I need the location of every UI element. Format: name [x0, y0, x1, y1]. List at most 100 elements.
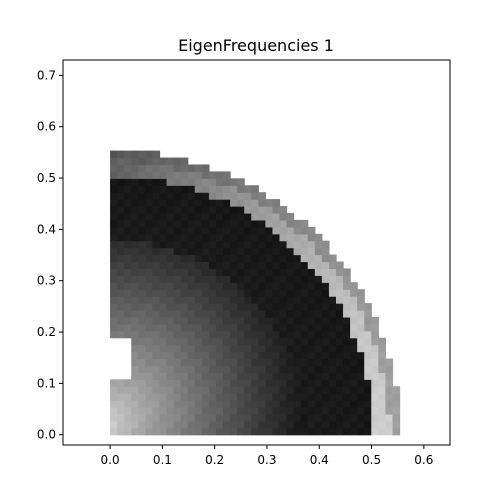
heatmap-cell — [201, 407, 210, 415]
y-axis: 0.0 0.1 0.2 0.3 0.4 0.5 0.6 0.7 — [37, 68, 63, 442]
heatmap-cell — [138, 427, 146, 436]
heatmap-cell — [131, 358, 139, 367]
heatmap-cell — [131, 226, 139, 235]
heatmap-cell — [251, 344, 259, 353]
heatmap-cell — [124, 247, 132, 256]
heatmap-cell — [117, 240, 125, 249]
heatmap-cell — [215, 275, 224, 283]
heatmap-cell — [392, 420, 401, 429]
heatmap-cell — [244, 233, 252, 242]
heatmap-cell — [335, 337, 344, 346]
heatmap-cell — [124, 323, 132, 332]
heatmap-cell — [258, 372, 266, 380]
heatmap-cell — [173, 296, 182, 304]
heatmap-cell — [343, 268, 351, 276]
heatmap-cell — [328, 282, 337, 290]
heatmap-cell — [152, 309, 161, 318]
heatmap-cell — [173, 386, 182, 394]
heatmap-cell — [124, 254, 132, 263]
x-tick-label: 0.2 — [205, 453, 224, 467]
heatmap-cell — [124, 407, 132, 415]
heatmap-cell — [335, 372, 344, 380]
heatmap-cell — [300, 365, 309, 373]
heatmap-cell — [223, 212, 231, 221]
heatmap-cell — [124, 393, 132, 401]
heatmap-cell — [223, 226, 231, 235]
heatmap-cell — [321, 275, 330, 283]
heatmap-cell — [237, 192, 245, 200]
heatmap-cell — [187, 316, 196, 325]
heatmap-cell — [145, 400, 154, 408]
x-tick-label: 0.1 — [153, 453, 172, 467]
heatmap-cell — [159, 268, 168, 276]
heatmap-cell — [180, 247, 189, 256]
heatmap-cell — [237, 289, 245, 297]
heatmap-cell — [194, 413, 203, 422]
heatmap-cell — [357, 358, 365, 367]
heatmap-cell — [173, 407, 182, 415]
heatmap-cell — [194, 192, 203, 200]
heatmap-cell — [300, 330, 309, 339]
heatmap-cell — [307, 344, 316, 353]
heatmap-cell — [187, 219, 196, 228]
heatmap-cell — [237, 247, 245, 256]
heatmap-cell — [201, 219, 210, 228]
heatmap-cell — [265, 296, 274, 304]
heatmap-cell — [201, 365, 210, 373]
heatmap-cell — [201, 268, 210, 276]
heatmap-cell — [194, 171, 203, 179]
heatmap-cell — [321, 316, 330, 325]
heatmap-cell — [145, 192, 154, 200]
heatmap-cell — [215, 247, 224, 256]
heatmap-cell — [335, 344, 344, 353]
heatmap-cell — [152, 365, 161, 373]
heatmap-cell — [138, 344, 146, 353]
heatmap-cell — [131, 296, 139, 304]
heatmap-cell — [293, 261, 302, 270]
heatmap-cell — [321, 282, 330, 290]
heatmap-cell — [138, 233, 146, 242]
heatmap-cell — [215, 351, 224, 360]
heatmap-cell — [152, 212, 161, 221]
heatmap-cell — [307, 358, 316, 367]
heatmap-cells — [110, 150, 401, 436]
heatmap-cell — [350, 344, 358, 353]
heatmap-cell — [187, 261, 196, 270]
heatmap-cell — [321, 420, 330, 429]
heatmap-cell — [357, 413, 365, 422]
heatmap-cell — [124, 199, 132, 207]
heatmap-cell — [138, 185, 146, 193]
heatmap-cell — [293, 316, 302, 325]
heatmap-cell — [258, 219, 266, 228]
heatmap-cell — [110, 407, 118, 415]
heatmap-cell — [166, 282, 175, 290]
heatmap-cell — [293, 268, 302, 276]
heatmap-cell — [173, 164, 182, 172]
heatmap-cell — [215, 309, 224, 318]
heatmap-cell — [272, 296, 281, 304]
heatmap-cell — [138, 219, 146, 228]
heatmap-cell — [152, 247, 161, 256]
heatmap-cell — [293, 240, 302, 249]
heatmap-cell — [307, 413, 316, 422]
heatmap-cell — [335, 275, 344, 283]
heatmap-cell — [208, 316, 217, 325]
heatmap-cell — [364, 337, 372, 346]
heatmap-cell — [159, 413, 168, 422]
heatmap-cell — [258, 206, 266, 214]
heatmap-cell — [187, 206, 196, 214]
heatmap-cell — [166, 309, 175, 318]
heatmap-cell — [208, 233, 217, 242]
heatmap-cell — [272, 199, 281, 207]
heatmap-cell — [173, 351, 182, 360]
heatmap-cell — [307, 407, 316, 415]
heatmap-cell — [223, 386, 231, 394]
heatmap-cell — [117, 407, 125, 415]
heatmap-cell — [321, 337, 330, 346]
heatmap-cell — [328, 330, 337, 339]
heatmap-cell — [230, 379, 238, 387]
heatmap-cell — [265, 219, 274, 228]
heatmap-cell — [314, 309, 323, 318]
heatmap-cell — [335, 386, 344, 394]
heatmap-cell — [385, 413, 394, 422]
